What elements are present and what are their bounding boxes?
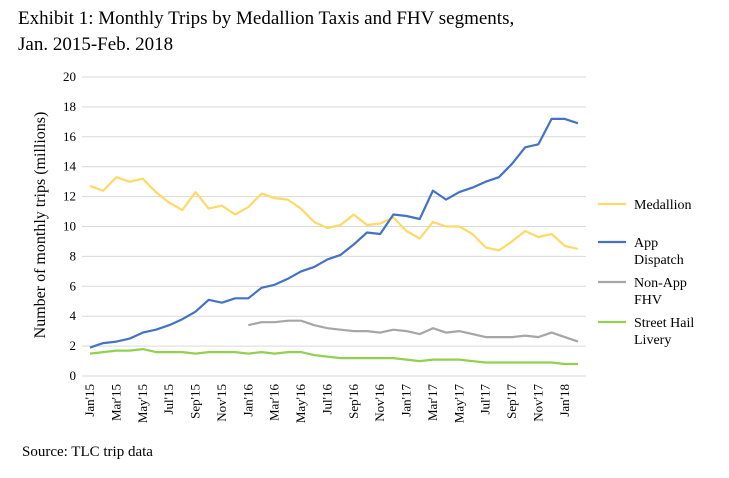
x-tick-label: Jan'15	[82, 384, 97, 417]
chart-title: Exhibit 1: Monthly Trips by Medallion Ta…	[18, 6, 514, 58]
x-tick-label: Sep'17	[504, 384, 519, 419]
legend-label: FHV	[634, 293, 662, 308]
legend: Medallion App Dispatch Non-App FHV Street Hai…	[598, 198, 694, 348]
source-note: Source: TLC trip data	[22, 444, 153, 460]
series-line-0	[89, 176, 579, 252]
chart-title-line1: Exhibit 1: Monthly Trips by Medallion Ta…	[18, 8, 515, 29]
legend-label: App	[634, 236, 658, 251]
x-tick-label: Jan'18	[557, 384, 572, 417]
y-tick-label: 18	[63, 99, 76, 114]
gridlines	[82, 76, 586, 377]
y-tick-label: 20	[63, 69, 76, 84]
y-axis-label: Number of monthly trips (millions)	[32, 112, 49, 339]
x-tick-label: Mar'16	[267, 384, 282, 422]
x-tick-label: Mar'17	[425, 384, 440, 422]
x-tick-label: May'15	[135, 384, 150, 423]
x-tick-label: May'17	[451, 384, 466, 424]
chart-title-line2: Jan. 2015-Feb. 2018	[18, 34, 174, 55]
x-tick-label: Jan'16	[240, 384, 255, 417]
y-tick-label: 8	[70, 248, 77, 263]
series-lines	[89, 117, 579, 366]
y-axis-ticks: 0 2 4 6 8 10 12 14 16 18 20	[63, 69, 77, 383]
y-tick-label: 4	[70, 308, 77, 323]
x-tick-label: Jul'16	[319, 384, 334, 415]
legend-label: Street Hail	[634, 316, 694, 331]
x-tick-label: Jul'17	[478, 384, 493, 415]
x-tick-label: Nov'15	[214, 384, 229, 422]
x-tick-label: Nov'17	[530, 384, 545, 422]
series-line-3	[89, 348, 578, 366]
y-tick-label: 6	[70, 278, 77, 293]
x-tick-label: Jan'17	[399, 384, 414, 417]
x-tick-label: Sep'16	[346, 384, 361, 419]
x-tick-label: Nov'16	[372, 384, 387, 422]
y-tick-label: 2	[70, 338, 77, 353]
x-tick-label: May'16	[293, 384, 308, 424]
x-tick-label: Sep'15	[188, 384, 203, 419]
legend-label: Dispatch	[634, 253, 684, 268]
x-tick-label: Mar'15	[108, 384, 123, 421]
x-axis-ticks: Jan'15 Mar'15 May'15 Jul'15 Sep'15 Nov'15 Jan'…	[82, 384, 572, 424]
y-tick-label: 14	[63, 159, 77, 174]
y-tick-label: 12	[63, 189, 76, 204]
y-tick-label: 0	[70, 368, 77, 383]
legend-label: Medallion	[634, 198, 692, 213]
series-line-2	[248, 319, 579, 343]
x-tick-label: Jul'15	[161, 384, 176, 415]
y-tick-label: 10	[63, 219, 76, 234]
legend-label: Livery	[634, 333, 671, 348]
y-tick-label: 16	[63, 129, 77, 144]
series-line-1	[89, 117, 579, 349]
legend-label: Non-App	[634, 276, 687, 291]
